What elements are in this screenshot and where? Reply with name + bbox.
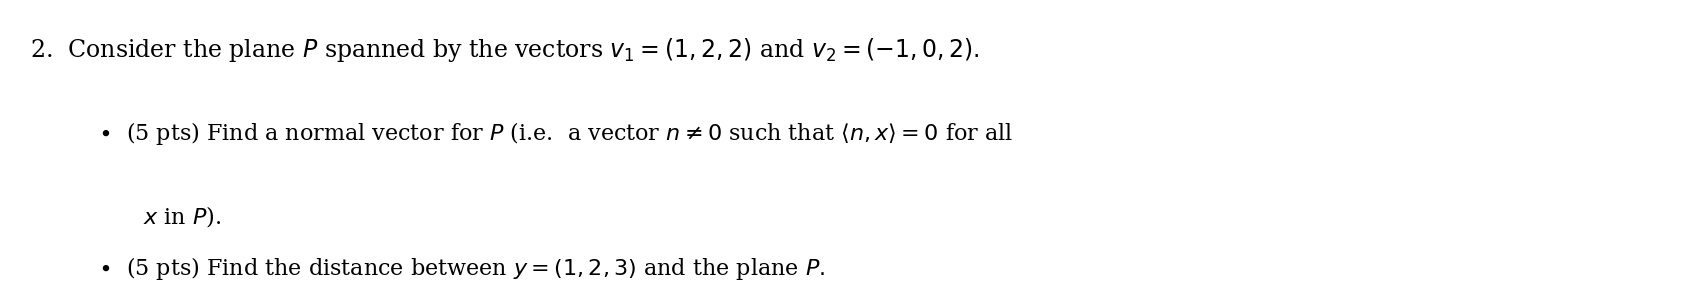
Text: $\bullet$  (5 pts) Find the distance between $y = (1, 2, 3)$ and the plane $P.$: $\bullet$ (5 pts) Find the distance betw… [98,255,825,282]
Text: $x$ in $P$).: $x$ in $P$). [143,204,222,229]
Text: $\bullet$  (5 pts) Find a normal vector for $P$ (i.e.  a vector $n \neq 0$ such : $\bullet$ (5 pts) Find a normal vector f… [98,120,1014,147]
Text: 2.  Consider the plane $P$ spanned by the vectors $v_1 = (1, 2, 2)$ and $v_2 = (: 2. Consider the plane $P$ spanned by the… [30,36,980,64]
